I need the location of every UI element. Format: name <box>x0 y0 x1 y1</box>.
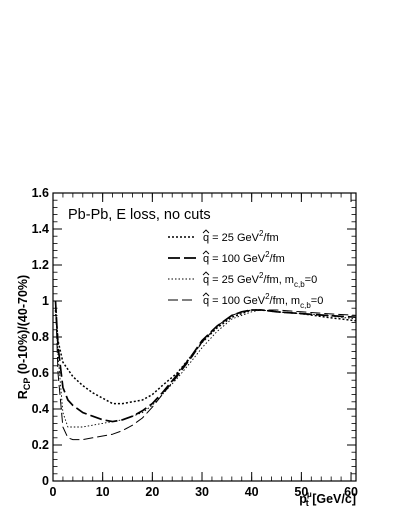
legend-4-sup: 2 <box>265 292 270 301</box>
legend-4-sub: c,b <box>300 301 311 310</box>
x-tick-label: 30 <box>195 485 209 499</box>
y-tick-label: 0.2 <box>32 438 49 452</box>
x-axis-title-sup: μ <box>307 490 312 499</box>
y-axis-title-sub: CP <box>22 378 32 391</box>
legend-entry-4: q = 100 GeV2/fm, mc,b=0 <box>203 292 323 310</box>
legend-1-q: q <box>203 232 209 244</box>
series-line-4 <box>55 300 357 441</box>
legend: q = 25 GeV2/fm q = 100 GeV2/fm q = 25 Ge… <box>168 229 323 310</box>
legend-line-samples <box>168 236 196 301</box>
legend-4-hat <box>202 292 210 297</box>
x-tick-label: 0 <box>50 485 57 499</box>
x-tick-label: 20 <box>145 485 159 499</box>
y-axis-title-main: R <box>16 390 30 399</box>
legend-2-post: /fm <box>270 253 285 265</box>
y-tick-label: 0.4 <box>32 402 49 416</box>
legend-3-sup: 2 <box>259 271 264 280</box>
legend-3-pre: = 25 GeV <box>209 274 260 286</box>
x-axis-title-unit: [GeV/c] <box>309 492 356 506</box>
legend-1-pre: = 25 GeV <box>209 232 260 244</box>
y-axis-title-rest: (0-10%)/(40-70%) <box>16 275 30 378</box>
legend-4-pre: = 100 GeV <box>209 295 266 307</box>
y-axis-title: RCP (0-10%)/(40-70%) <box>16 275 32 399</box>
y-tick-label: 0 <box>42 474 49 488</box>
legend-entry-3: q = 25 GeV2/fm, mc,b=0 <box>203 271 317 289</box>
legend-entry-1: q = 25 GeV2/fm <box>203 229 279 244</box>
legend-3-tail: =0 <box>305 274 318 286</box>
legend-3-post: /fm, m <box>263 274 294 286</box>
y-tick-label: 0.6 <box>32 366 49 380</box>
legend-4-q: q <box>203 295 209 307</box>
x-tick-label: 50 <box>294 485 308 499</box>
x-axis-title: pμ t [GeV/c] <box>299 490 356 508</box>
legend-1-hat <box>202 229 210 234</box>
axis-tick-labels: 0 0.2 0.4 0.6 0.8 1 1.2 1.4 1.6 0 10 20 30 40 50 60 <box>32 186 358 499</box>
series-group <box>54 300 357 441</box>
annotation-text: Pb-Pb, E loss, no cuts <box>68 207 211 223</box>
x-axis-title-main: p <box>299 492 307 506</box>
legend-2-sup: 2 <box>265 250 270 259</box>
legend-2-hat <box>202 250 210 255</box>
legend-3-hat <box>202 271 210 276</box>
legend-4-post: /fm, m <box>270 295 301 307</box>
y-tick-label: 1.6 <box>32 186 49 200</box>
y-tick-label: 0.8 <box>32 330 49 344</box>
series-line-3 <box>55 300 357 428</box>
y-tick-label: 1.4 <box>32 222 49 236</box>
legend-3-sub: c,b <box>294 280 305 289</box>
legend-3-q: q <box>203 274 209 286</box>
legend-2-q: q <box>203 253 209 265</box>
legend-1-post: /fm <box>263 232 278 244</box>
legend-1-sup: 2 <box>259 229 264 238</box>
y-tick-label: 1 <box>42 294 49 308</box>
x-tick-label: 60 <box>344 485 358 499</box>
legend-2-pre: = 100 GeV <box>209 253 266 265</box>
legend-entry-2: q = 100 GeV2/fm <box>203 250 285 265</box>
x-tick-label: 10 <box>96 485 110 499</box>
x-axis-title-sub: t <box>306 498 309 508</box>
legend-4-tail: =0 <box>311 295 324 307</box>
x-tick-label: 40 <box>245 485 259 499</box>
legend-hat-marks <box>202 229 210 297</box>
y-tick-label: 1.2 <box>32 258 49 272</box>
